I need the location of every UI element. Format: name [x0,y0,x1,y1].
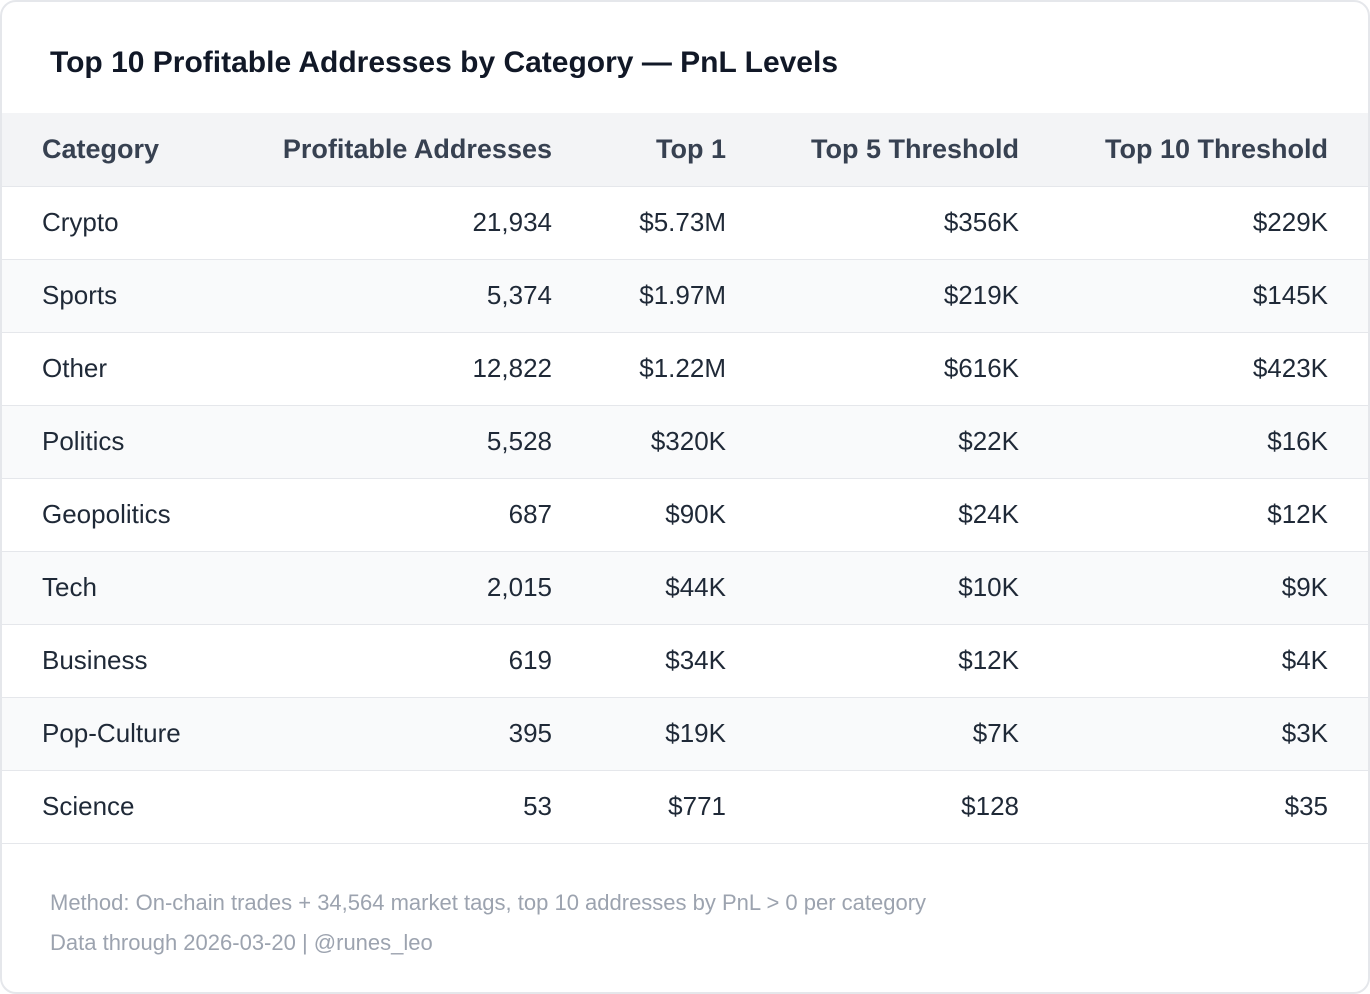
table-cell: $10K [766,551,1059,625]
header-row: Category Profitable Addresses Top 1 Top 5 T… [2,113,1368,187]
table-cell: Sports [2,259,230,333]
footer-note: Method: On-chain trades + 34,564 market … [50,890,927,915]
table-cell: $7K [766,697,1059,771]
table-row: Pop-Culture 395 $19K $7K $3K [2,697,1368,771]
column-header: Top 1 [592,113,766,187]
table-cell: $9K [1059,551,1368,625]
table-cell: Politics [2,405,230,479]
table-cell: 619 [230,624,592,698]
table-cell: 53 [230,770,592,844]
table-cell: $12K [1059,478,1368,552]
table-cell: $22K [766,405,1059,479]
table-cell: Crypto [2,186,230,260]
column-header: Top 10 Threshold [1059,113,1368,187]
table-cell: $4K [1059,624,1368,698]
table-cell: $145K [1059,259,1368,333]
table-cell: Other [2,332,230,406]
table-cell: Business [2,624,230,698]
table-cell: $423K [1059,332,1368,406]
title: Top 10 Profitable Addresses by Category … [50,46,839,79]
column-header: Category [2,113,230,187]
table-cell: $3K [1059,697,1368,771]
table-cell: $616K [766,332,1059,406]
table-row: Crypto 21,934 $5.73M $356K $229K [2,186,1368,260]
table-cell: $24K [766,478,1059,552]
table-cell: 12,822 [230,332,592,406]
table-cell: $5.73M [592,186,766,260]
table-cell: 2,015 [230,551,592,625]
table-row: Sports 5,374 $1.97M $219K $145K [2,259,1368,333]
table-cell: $1.22M [592,332,766,406]
column-header: Profitable Addresses [230,113,592,187]
table-cell: Tech [2,551,230,625]
table-row: Geopolitics 687 $90K $24K $12K [2,478,1368,552]
table-cell: $320K [592,405,766,479]
table-cell: $229K [1059,186,1368,260]
table-cell: $90K [592,478,766,552]
table-cell: $128 [766,770,1059,844]
table-cell: $16K [1059,405,1368,479]
footer-note: Data through 2026-03-20 | @runes_leo [50,930,433,955]
table-cell: $771 [592,770,766,844]
table-cell: 687 [230,478,592,552]
table-row: Science 53 $771 $128 $35 [2,770,1368,844]
table-row: Business 619 $34K $12K $4K [2,624,1368,698]
table-row: Other 12,822 $1.22M $616K $423K [2,332,1368,406]
table-cell: 5,528 [230,405,592,479]
table-row: Tech 2,015 $44K $10K $9K [2,551,1368,625]
table-cell: Science [2,770,230,844]
table-cell: $19K [592,697,766,771]
table-cell: 395 [230,697,592,771]
table-cell: 21,934 [230,186,592,260]
table-cell: 5,374 [230,259,592,333]
column-header: Top 5 Threshold [766,113,1059,187]
table-body: Crypto 21,934 $5.73M $356K $229K Sports 5,374 $… [2,186,1368,844]
table-cell: $35 [1059,770,1368,844]
table: Category Profitable Addresses Top 1 Top 5 T… [2,113,1368,844]
table-cell: $219K [766,259,1059,333]
table-row: Politics 5,528 $320K $22K $16K [2,405,1368,479]
table-cell: $12K [766,624,1059,698]
table-cell: Pop-Culture [2,697,230,771]
table-cell: $356K [766,186,1059,260]
table-cell: $34K [592,624,766,698]
table-cell: Geopolitics [2,478,230,552]
table-cell: $1.97M [592,259,766,333]
table-cell: $44K [592,551,766,625]
